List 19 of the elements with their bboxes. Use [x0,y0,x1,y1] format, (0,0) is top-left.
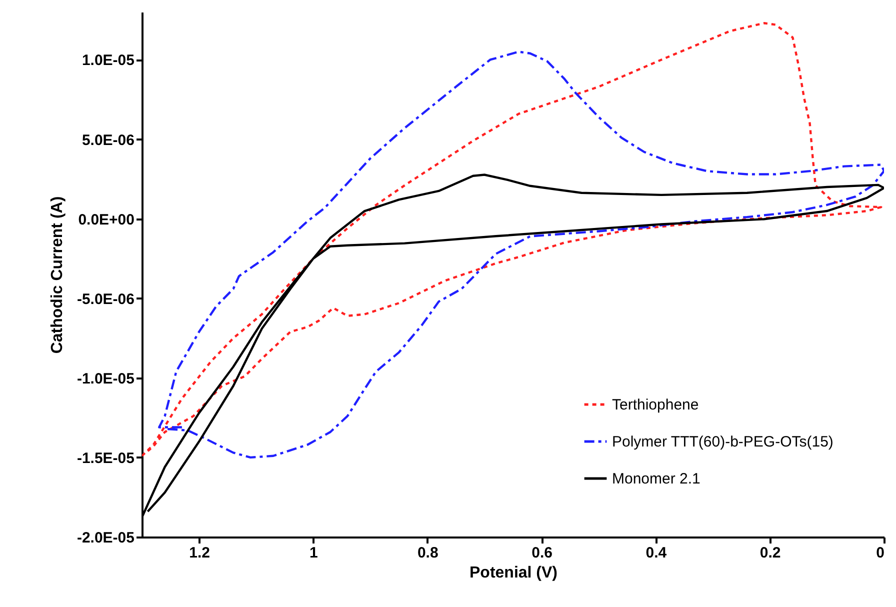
y-tick-label: -5.0E-06 [76,290,134,308]
y-tick-label: 5.0E-06 [82,132,134,149]
y-tick-label: -2.0E-05 [76,530,134,546]
x-tick-label: 0 [876,544,884,562]
y-tick-label: -1.0E-05 [76,370,134,388]
x-tick-label: 1.2 [189,544,210,562]
y-tick-label: 1.0E-05 [82,52,134,70]
y-axis-title: Cathodic Current (A) [48,196,66,354]
x-tick-label: 0.8 [417,544,438,562]
x-tick-label: 1 [310,544,318,562]
x-tick-label: 0.4 [646,544,668,562]
legend-label: Polymer TTT(60)-b-PEG-OTs(15) [612,434,834,450]
x-axis-title: Potenial (V) [469,564,558,582]
legend-label: Terthiophene [612,396,699,414]
legend-label: Monomer 2.1 [612,470,700,488]
x-tick-label: 0.2 [760,544,781,562]
y-tick-label: -1.5E-05 [76,450,134,467]
y-tick-label: 0.0E+00 [78,211,134,228]
x-tick-label: 0.6 [532,544,552,562]
